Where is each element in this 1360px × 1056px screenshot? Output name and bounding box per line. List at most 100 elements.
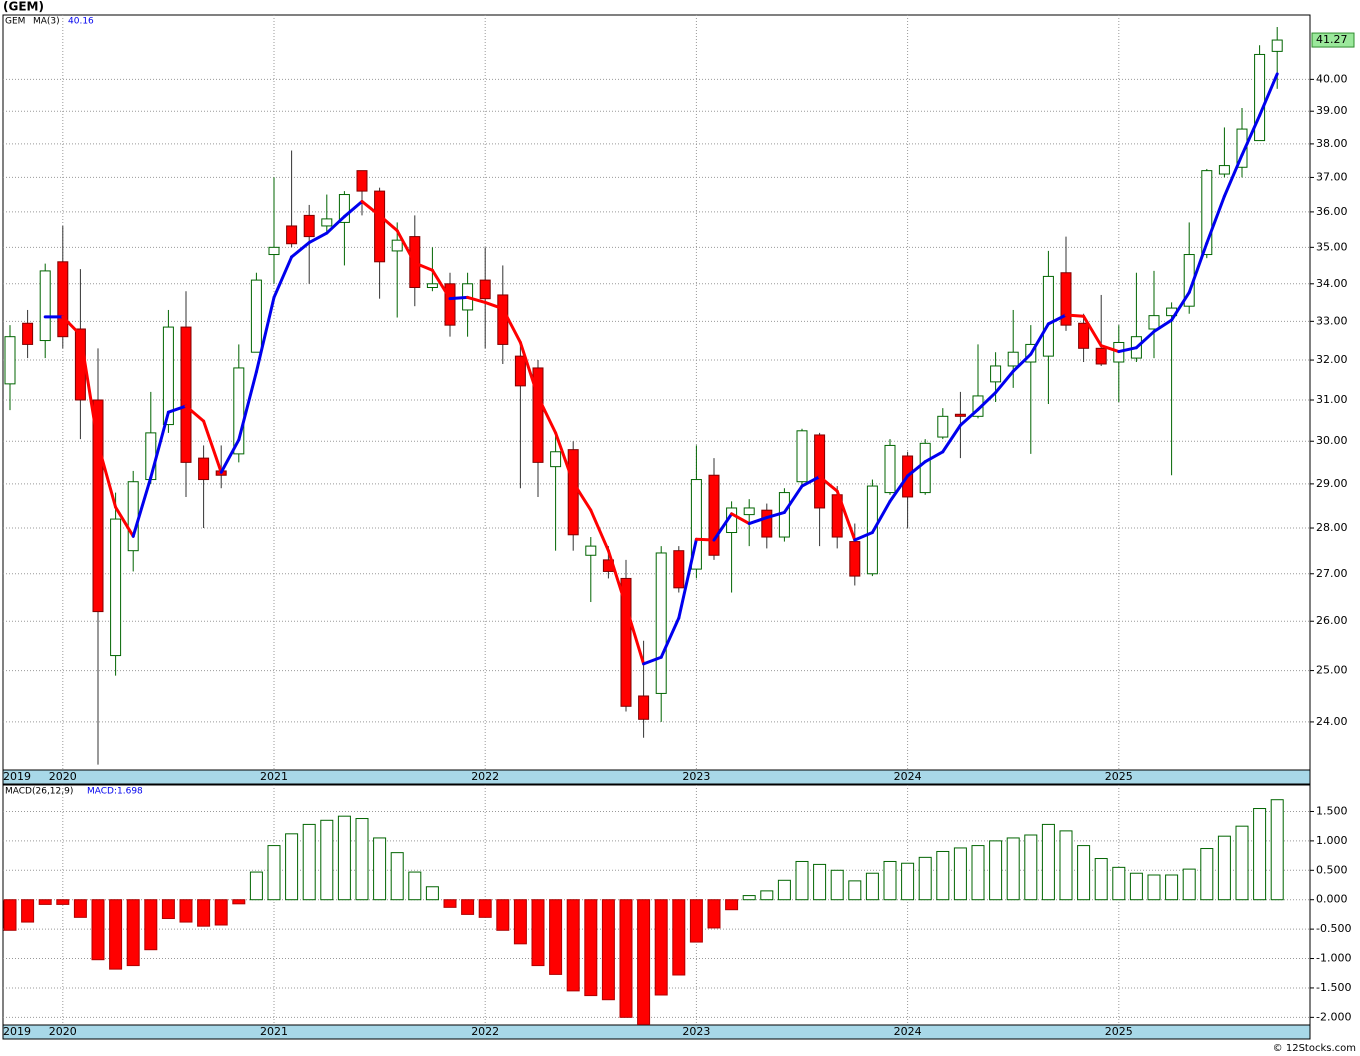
- macd-bar: [1006, 837, 1020, 901]
- macd-bar: [601, 899, 615, 1001]
- ma-segment: [994, 369, 1015, 395]
- ma-segment: [712, 512, 734, 542]
- ma-segment: [730, 512, 751, 526]
- macd-bar: [285, 833, 299, 901]
- ma-segment: [184, 404, 206, 423]
- candle-body: [550, 451, 562, 468]
- candle-body: [110, 518, 122, 657]
- macd-bar: [3, 899, 17, 931]
- ma-segment: [1222, 153, 1244, 198]
- macd-bar: [1165, 874, 1179, 901]
- y-tick-label: 24.00: [1316, 715, 1348, 728]
- candle-body: [444, 283, 456, 326]
- x-tick-label: 2020: [49, 770, 77, 783]
- candle-body: [919, 442, 931, 494]
- ma-segment: [747, 516, 769, 526]
- candle-body: [638, 695, 650, 720]
- macd-bar: [918, 856, 932, 901]
- macd-bar: [689, 899, 703, 943]
- x-tick-label: 2020: [49, 1025, 77, 1038]
- candle-body: [374, 190, 386, 263]
- ma-segment: [483, 300, 505, 311]
- ma-segment: [1117, 346, 1138, 354]
- candle-body: [796, 430, 808, 483]
- ma-segment: [166, 404, 188, 414]
- macd-bar: [337, 815, 351, 901]
- candle-body: [233, 367, 245, 455]
- x-tick-label: 2022: [471, 1025, 499, 1038]
- ma-segment: [325, 215, 346, 235]
- y-tick-label: 25.00: [1316, 664, 1348, 677]
- ma-segment: [853, 531, 874, 542]
- candle-body: [655, 552, 667, 694]
- macd-bar: [373, 837, 387, 901]
- ma-segment: [395, 229, 417, 265]
- candle-body: [1095, 347, 1107, 365]
- ma-segment: [659, 616, 681, 659]
- macd-bar: [1059, 830, 1073, 901]
- macd-bar: [496, 899, 510, 931]
- macd-bar: [1253, 808, 1267, 901]
- macd-bar: [425, 886, 439, 901]
- ma-segment: [219, 438, 241, 474]
- macd-bar: [1024, 834, 1038, 901]
- macd-bar: [936, 850, 950, 901]
- macd-bar: [672, 899, 686, 976]
- macd-bar: [267, 845, 281, 901]
- candle-body: [567, 449, 579, 536]
- macd-bar: [461, 899, 475, 915]
- y-tick-label: 37.00: [1316, 170, 1348, 183]
- macd-bar: [1235, 825, 1249, 901]
- macd-bar: [1200, 848, 1214, 901]
- x-tick-label: 2025: [1105, 770, 1133, 783]
- ma-segment: [254, 295, 276, 374]
- macd-bar: [302, 823, 316, 901]
- macd-bar: [1129, 872, 1143, 901]
- candle-body: [1078, 322, 1090, 349]
- ma-segment: [413, 261, 434, 272]
- y-tick-label: -0.500: [1316, 922, 1351, 935]
- ma-segment: [1205, 194, 1226, 245]
- ma-segment: [61, 315, 82, 337]
- ma-segment: [554, 431, 575, 484]
- candle-body: [1148, 315, 1160, 330]
- x-tick-label: 2019: [3, 1025, 31, 1038]
- candle-body: [1042, 275, 1054, 357]
- candle-body: [743, 507, 755, 516]
- ma-segment: [360, 199, 382, 217]
- candle-body: [1218, 165, 1230, 175]
- ma-segment: [1170, 290, 1191, 322]
- ma-segment: [448, 295, 470, 301]
- macd-bar: [1077, 845, 1091, 901]
- last-price-label: 41.27: [1316, 33, 1348, 46]
- macd-bar: [355, 818, 369, 901]
- macd-bar: [1094, 858, 1108, 901]
- ma-segment: [782, 484, 804, 514]
- ma-segment: [466, 295, 487, 304]
- macd-bar: [144, 899, 158, 951]
- macd-bar: [126, 899, 140, 967]
- candle-body: [57, 261, 69, 338]
- macd-bar: [1182, 868, 1196, 901]
- macd-bar: [38, 899, 52, 905]
- candle-body: [532, 367, 544, 463]
- macd-bar: [408, 871, 422, 901]
- y-tick-label: 36.00: [1316, 205, 1348, 218]
- y-tick-label: 1.000: [1316, 834, 1348, 847]
- ma-segment: [818, 475, 839, 493]
- y-tick-label: 33.00: [1316, 314, 1348, 327]
- macd-bar: [707, 899, 721, 929]
- macd-bar: [777, 879, 791, 901]
- ma-segment: [765, 510, 786, 520]
- macd-bar: [901, 862, 915, 901]
- ma-segment: [941, 423, 962, 454]
- candle-body: [1007, 351, 1019, 367]
- candle-body: [514, 355, 526, 387]
- candle-body: [1254, 53, 1266, 142]
- ma-segment: [1082, 314, 1103, 348]
- macd-bar: [320, 819, 334, 901]
- ma-segment: [237, 370, 258, 442]
- candle-body: [356, 170, 368, 192]
- y-tick-label: 38.00: [1316, 137, 1348, 150]
- candle-body: [479, 279, 491, 300]
